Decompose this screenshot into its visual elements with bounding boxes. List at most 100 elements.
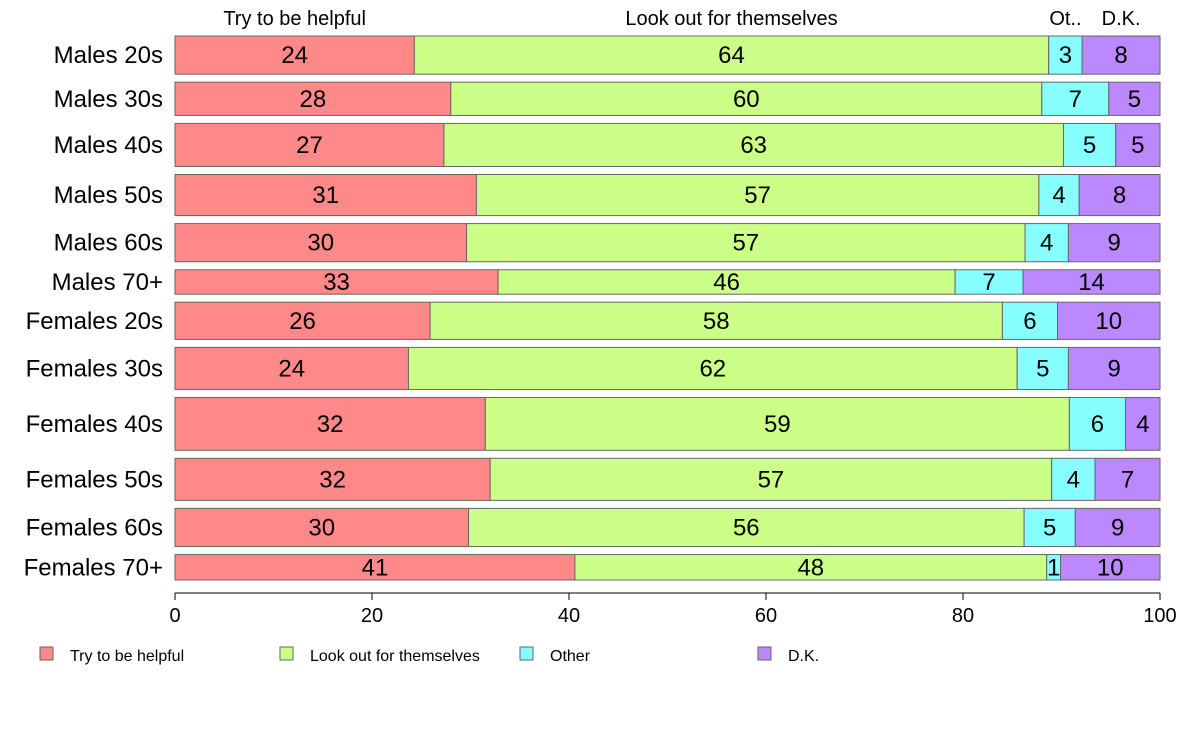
category-label: Females 30s [26,355,163,382]
legend-swatch [519,646,534,661]
data-label: 63 [740,132,767,159]
legend: Try to be helpful Look out for themselves… [39,646,819,665]
category-label: Males 20s [54,42,163,69]
category-label: Females 70+ [24,554,163,581]
legend-swatch [757,646,772,661]
bar-segment [1094,457,1161,501]
data-label: 7 [1069,86,1082,113]
x-tick-label: 40 [558,605,580,627]
x-tick-label: 60 [755,605,777,627]
bar-segment [174,301,431,340]
bar-segment [413,35,1050,75]
data-label: 57 [758,466,785,493]
data-label: 26 [289,308,316,335]
x-tick-label: 80 [952,605,974,627]
bar-segment [497,269,956,295]
bar-segment [1108,81,1161,116]
bar-row: 27 63 5 5 [174,122,1161,167]
data-label: 28 [300,86,327,113]
data-label: 10 [1097,554,1124,581]
data-label: 9 [1108,355,1121,382]
bar-segment [1048,35,1083,75]
data-label: 31 [312,182,339,209]
bar-segment [450,81,1043,116]
data-label: 9 [1111,514,1124,541]
data-label: 7 [1121,466,1134,493]
data-label: 8 [1114,42,1127,69]
data-label: 57 [744,182,771,209]
data-label: 4 [1136,411,1149,438]
bar-segment [484,396,1070,451]
bar-row: 30 56 5 9 [174,507,1161,548]
data-label: 10 [1095,308,1122,335]
data-label: 56 [733,514,760,541]
data-label: 4 [1067,466,1080,493]
category-label: Males 30s [54,86,163,113]
legend-label: Try to be helpful [70,648,184,665]
row-labels: Males 20s Males 30s Males 40s Males 50s Male… [24,42,163,581]
bar-segment [1023,507,1076,548]
bar-segment [1041,81,1110,116]
bar-segment [1060,554,1161,581]
bar-segment [1067,223,1161,263]
data-label: 3 [1059,42,1072,69]
bar-segment [443,122,1064,167]
data-label: 33 [323,269,350,296]
data-label: 9 [1108,230,1121,257]
data-label: 8 [1113,182,1126,209]
data-label: 57 [732,230,759,257]
x-tick-label: 100 [1143,605,1176,627]
data-label: 62 [699,355,726,382]
legend-swatch [279,646,294,661]
bar-segment [1078,173,1161,217]
data-label: 24 [278,355,305,382]
data-label: 5 [1083,132,1096,159]
category-label: Males 50s [54,182,163,209]
category-label: Males 70+ [52,269,163,296]
data-label: 32 [317,411,344,438]
bar-segment [1051,457,1096,501]
category-label: Females 40s [26,411,163,438]
bar-segment [1067,346,1161,390]
category-label: Males 60s [54,230,163,257]
bar-segment [475,173,1040,217]
data-label: 7 [982,269,995,296]
bar-segment [468,507,1025,548]
bar-segment [174,346,409,390]
bar-segment [1057,301,1161,340]
bar-segment [574,554,1048,581]
column-header: D.K. [1102,8,1141,30]
bar-row: 24 64 3 8 [174,35,1161,75]
bar-segment [1016,346,1069,390]
bar-segment [174,554,576,581]
data-label: 14 [1078,269,1105,296]
bar-row: 24 62 5 9 [174,346,1161,390]
column-header: Ot.. [1049,8,1081,30]
bar-segment [174,223,468,263]
x-tick-label: 0 [169,605,180,627]
bar-segment [1024,223,1069,263]
data-label: 1 [1047,554,1060,581]
data-label: 41 [362,554,389,581]
bar-segment [954,269,1024,295]
bar-row: 41 48 1 10 [174,554,1161,581]
bar-row: 31 57 4 8 [174,173,1161,217]
data-label: 24 [281,42,308,69]
x-axis: 0 20 40 60 80 100 [169,592,1177,627]
bar-row: 30 57 4 9 [174,223,1161,263]
category-label: Females 60s [26,514,163,541]
data-label: 48 [797,554,824,581]
bar-segment [174,457,491,501]
data-label: 59 [764,411,791,438]
data-label: 60 [733,86,760,113]
data-label: 6 [1091,411,1104,438]
data-label: 46 [713,269,740,296]
data-label: 30 [307,230,334,257]
bar-segment [1081,35,1161,75]
data-label: 5 [1036,355,1049,382]
bar-segment [174,507,470,548]
data-label: 30 [308,514,335,541]
bar-segment [1125,396,1161,451]
data-label: 64 [718,42,745,69]
